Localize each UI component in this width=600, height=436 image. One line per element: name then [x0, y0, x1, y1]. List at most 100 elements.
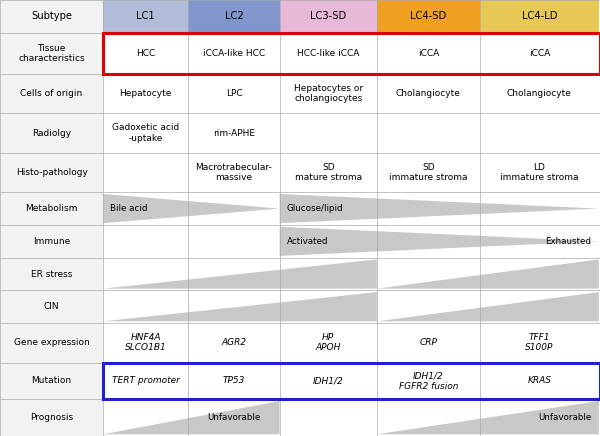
Bar [377, 192, 480, 225]
Text: iCCA-like HCC: iCCA-like HCC [203, 49, 265, 58]
Text: LC4-LD: LC4-LD [521, 11, 557, 21]
Text: Histo-pathology: Histo-pathology [16, 168, 88, 177]
Bar [377, 113, 480, 153]
Bar [280, 33, 377, 74]
Bar [377, 153, 480, 192]
Text: Exhausted: Exhausted [545, 237, 592, 246]
Text: Activated: Activated [287, 237, 328, 246]
Bar [480, 0, 599, 33]
Text: LC2: LC2 [224, 11, 244, 21]
Text: TFF1
S100P: TFF1 S100P [525, 333, 554, 352]
Bar [480, 192, 599, 225]
Text: CIN: CIN [44, 302, 59, 311]
Bar [103, 0, 188, 33]
Text: Macrotrabecular-
massive: Macrotrabecular- massive [196, 163, 272, 182]
Text: HCC: HCC [136, 49, 155, 58]
Text: rim-APHE: rim-APHE [213, 129, 255, 138]
Text: KRAS: KRAS [527, 376, 551, 385]
Bar [480, 399, 599, 436]
Text: Prognosis: Prognosis [30, 413, 73, 422]
Bar [377, 0, 480, 33]
Bar [280, 290, 377, 323]
Bar [0, 258, 103, 290]
Bar [188, 153, 280, 192]
Bar [188, 33, 280, 74]
Bar [188, 74, 280, 113]
Text: Tissue
characteristics: Tissue characteristics [18, 44, 85, 63]
Polygon shape [377, 259, 599, 289]
Bar [103, 258, 188, 290]
Bar [280, 113, 377, 153]
Bar [280, 74, 377, 113]
Text: ER stress: ER stress [31, 269, 72, 279]
Bar [103, 33, 188, 74]
Text: TP53: TP53 [223, 376, 245, 385]
Bar [103, 192, 188, 225]
Bar [0, 0, 103, 33]
Text: Cells of origin: Cells of origin [20, 89, 83, 98]
Bar [280, 0, 377, 33]
Bar [377, 323, 480, 362]
Bar [377, 362, 480, 399]
Bar [480, 33, 599, 74]
Text: Metabolism: Metabolism [25, 204, 78, 213]
Bar [188, 225, 280, 258]
Bar [0, 290, 103, 323]
Bar [480, 362, 599, 399]
Bar [377, 290, 480, 323]
Text: LC3-SD: LC3-SD [310, 11, 346, 21]
Bar [480, 113, 599, 153]
Text: Hepatocyte: Hepatocyte [119, 89, 172, 98]
Polygon shape [103, 292, 377, 321]
Bar [280, 192, 377, 225]
Text: LC1: LC1 [136, 11, 155, 21]
Bar [0, 74, 103, 113]
Bar [377, 225, 480, 258]
Bar [377, 33, 480, 74]
Polygon shape [377, 292, 599, 321]
Bar [480, 258, 599, 290]
Text: iCCA: iCCA [418, 49, 439, 58]
Text: Bile acid: Bile acid [110, 204, 148, 213]
Bar [377, 74, 480, 113]
Polygon shape [103, 194, 280, 223]
Text: Radiolgy: Radiolgy [32, 129, 71, 138]
Text: Gadoxetic acid
-uptake: Gadoxetic acid -uptake [112, 123, 179, 143]
Text: IDH1/2
FGFR2 fusion: IDH1/2 FGFR2 fusion [398, 371, 458, 391]
Text: Cholangiocyte: Cholangiocyte [396, 89, 461, 98]
Text: HP
APOH: HP APOH [316, 333, 341, 352]
Bar [280, 362, 377, 399]
Bar [103, 362, 188, 399]
Bar [280, 323, 377, 362]
Text: Cholangiocyte: Cholangiocyte [507, 89, 572, 98]
Bar [0, 113, 103, 153]
Text: HNF4A
SLCO1B1: HNF4A SLCO1B1 [125, 333, 167, 352]
Text: Mutation: Mutation [32, 376, 71, 385]
Bar [480, 225, 599, 258]
Text: LPC: LPC [226, 89, 242, 98]
Bar [188, 192, 280, 225]
Text: AGR2: AGR2 [221, 338, 247, 347]
Text: Unfavorable: Unfavorable [208, 413, 260, 422]
Bar [188, 399, 280, 436]
Bar [280, 399, 377, 436]
Bar [188, 290, 280, 323]
Bar [377, 258, 480, 290]
Bar [0, 225, 103, 258]
Bar [280, 225, 377, 258]
Bar [280, 153, 377, 192]
Text: LC4-SD: LC4-SD [410, 11, 446, 21]
Bar [188, 258, 280, 290]
Text: Subtype: Subtype [31, 11, 72, 21]
Text: CRP: CRP [419, 338, 437, 347]
Text: Hepatocytes or
cholangiocytes: Hepatocytes or cholangiocytes [293, 84, 363, 103]
Text: SD
immature stroma: SD immature stroma [389, 163, 467, 182]
Bar [480, 153, 599, 192]
Bar [103, 113, 188, 153]
Bar [103, 74, 188, 113]
Bar [188, 0, 280, 33]
Bar [480, 290, 599, 323]
Polygon shape [280, 194, 599, 223]
Bar [103, 399, 188, 436]
Text: iCCA: iCCA [529, 49, 550, 58]
